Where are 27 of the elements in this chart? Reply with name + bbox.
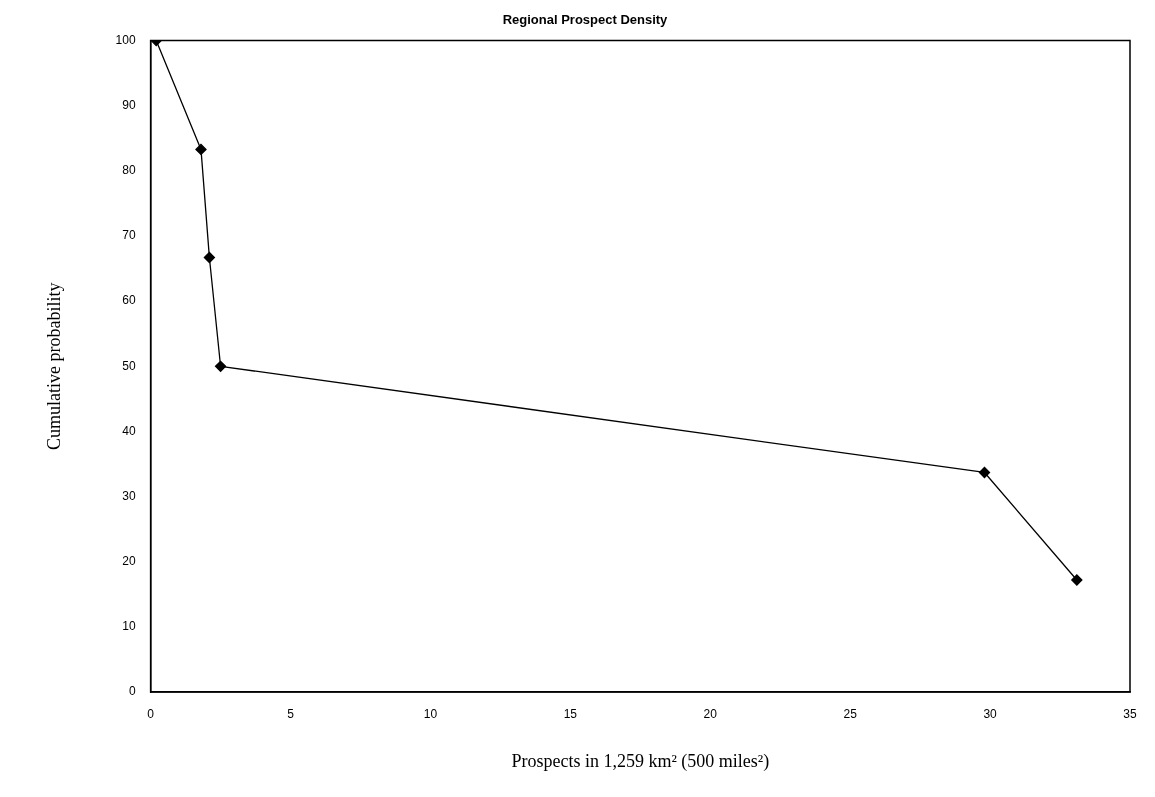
point [195, 143, 207, 156]
x-tick-label: 0 [147, 706, 155, 721]
y-tick-label: 40 [122, 423, 136, 438]
y-tick-label: 100 [115, 32, 136, 47]
point [1071, 574, 1083, 586]
y-tick-label: 50 [122, 358, 136, 373]
x-tick-label: 15 [563, 706, 578, 721]
y-tick-label: 10 [122, 619, 136, 634]
point [978, 466, 991, 479]
y-tick-label: 80 [122, 163, 136, 178]
chart-title: Regional Prospect Density [502, 12, 669, 28]
x-axis-title: Prospects in 1,259 km² (500 miles²) [511, 750, 770, 772]
y-tick-label: 20 [122, 554, 136, 569]
x-tick-label: 25 [843, 706, 858, 721]
y-tick-label: 0 [128, 684, 136, 699]
x-tick-label: 10 [423, 706, 438, 721]
x-tick-label: 5 [287, 706, 295, 721]
y-tick-label: 70 [122, 228, 136, 243]
y-tick-label: 60 [122, 293, 136, 308]
point [203, 251, 216, 264]
point [214, 360, 227, 372]
x-tick-label: 30 [983, 706, 998, 721]
y-tick-label: 30 [122, 488, 136, 503]
x-tick-label: 20 [703, 706, 718, 721]
x-tick-label: 35 [1123, 706, 1137, 721]
y-axis-title: Cumulative probability [43, 282, 64, 451]
y-tick-label: 90 [122, 98, 136, 113]
